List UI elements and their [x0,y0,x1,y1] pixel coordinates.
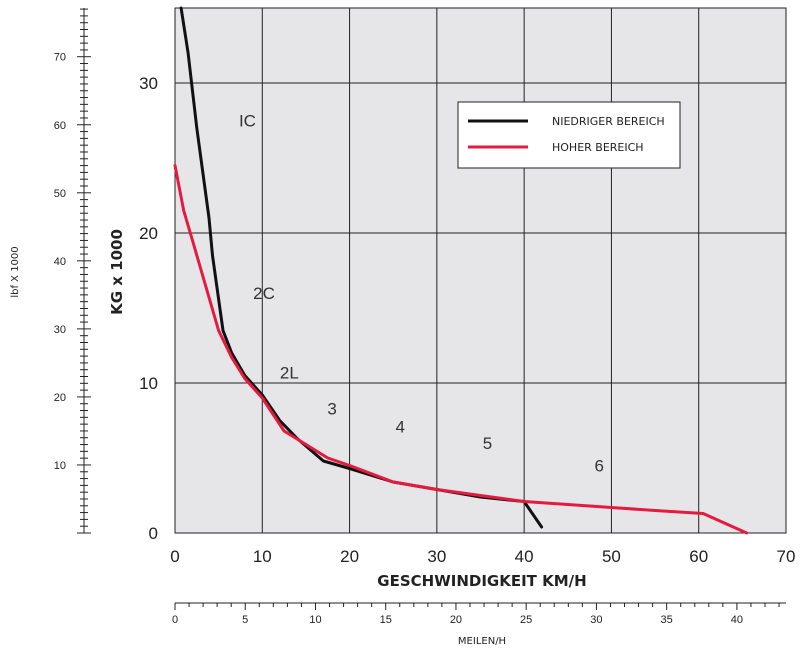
secondary-x-tick-label: 40 [731,614,743,626]
secondary-x-axis-label: MEILEN/H [458,636,506,647]
region-label: 4 [395,418,404,437]
secondary-y-tick-label: 50 [54,188,66,200]
x-tick-label: 70 [777,547,796,566]
region-label: 2L [280,364,299,383]
secondary-y-tick-label: 40 [54,256,66,268]
legend-box [457,101,681,169]
secondary-y-axis-label: lbf X 1000 [10,246,21,297]
y-axis-label: KG x 1000 [108,229,126,315]
x-tick-label: 40 [515,547,534,566]
plot-area [175,8,786,533]
grid [174,7,787,534]
secondary-y-tick-label: 60 [54,120,66,132]
x-axis-label: GESCHWINDIGKEIT KM/H [377,572,586,590]
y-tick-label: 10 [139,374,158,393]
secondary-y-tick-label: 70 [54,52,66,64]
series-lines [173,6,749,535]
secondary-x-tick-label: 20 [450,614,462,626]
region-label: 6 [594,457,603,476]
y-tick-label: 30 [139,74,158,93]
secondary-x-tick-label: 30 [590,614,602,626]
secondary-x-tick-label: 35 [661,614,673,626]
secondary-x-tick-label: 10 [309,614,321,626]
x-tick-label: 10 [253,547,272,566]
plot-border [174,7,787,534]
plot-background [175,8,786,533]
region-label: IC [239,112,256,131]
region-label: 5 [483,434,492,453]
region-label: 2C [253,284,275,303]
x-tick-label: 60 [689,547,708,566]
secondary-y-tick-label: 30 [54,324,66,336]
x-tick-label: 0 [170,547,179,566]
secondary-y-tick-label: 20 [54,392,66,404]
x-tick-label: 30 [427,547,446,566]
secondary-x-tick-label: 15 [380,614,392,626]
legend: NIEDRIGER BEREICH HOHER BEREICH [457,101,681,169]
x-tick-label: 20 [340,547,359,566]
secondary-x-tick-label: 25 [520,614,532,626]
y-tick-label: 20 [139,224,158,243]
secondary-y-tick-label: 10 [54,460,66,472]
region-labels: IC 2C 2L 3 4 5 6 [239,112,604,476]
series-line-high-range [173,164,749,535]
x-tick-label: 50 [602,547,621,566]
legend-label-low: NIEDRIGER BEREICH [552,115,665,128]
secondary-x-tick-label: 0 [172,614,178,626]
secondary-x-tick-label: 5 [242,614,248,626]
legend-label-high: HOHER BEREICH [552,141,644,154]
y-tick-label: 0 [149,524,158,543]
region-label: 3 [327,400,336,419]
